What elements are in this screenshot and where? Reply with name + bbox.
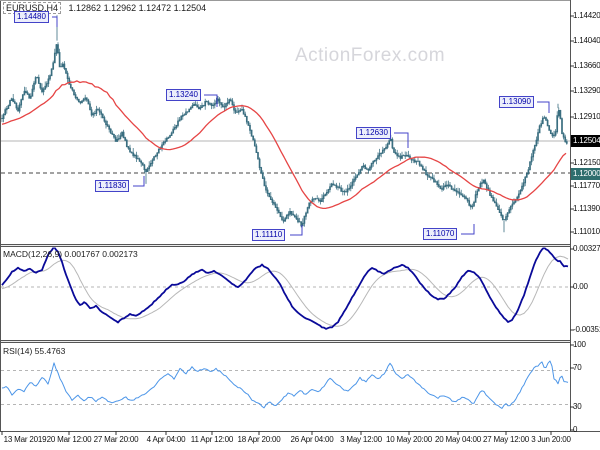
macd-main-line	[1, 247, 569, 330]
macd-axis-label: -0.003519	[573, 325, 600, 334]
panel-separator	[0, 244, 570, 247]
moving-average-line	[1, 80, 567, 210]
price-axis-label: 1.11770	[573, 181, 600, 190]
time-axis-label: 13 Mar 2019	[3, 435, 47, 444]
macd-indicator-label: MACD(12,26,9) 0.001767 0.002173	[3, 249, 138, 259]
time-axis-label: 11 Apr 12:00	[190, 435, 234, 444]
rsi-axis-label: 0	[573, 425, 578, 434]
watermark: ActionForex.com	[294, 45, 446, 66]
price-axis-label: 1.14040	[573, 36, 600, 45]
price-annotation: 1.11110	[252, 229, 286, 241]
rsi-axis-label: 30	[573, 402, 582, 411]
time-axis-label: 18 Apr 20:00	[237, 435, 281, 444]
time-axis-label: 20 May 04:00	[434, 435, 482, 444]
price-annotation: 1.12630	[356, 127, 391, 139]
macd-series	[1, 247, 569, 330]
time-axis-label: 10 May 20:00	[385, 435, 433, 444]
rsi-indicator-label: RSI(14) 55.4763	[3, 346, 66, 356]
rsi-axis-label: 100	[573, 340, 586, 349]
price-axis-label: 1.11010	[573, 227, 600, 236]
axis-ticks	[1, 15, 574, 435]
panel-borders	[0, 0, 600, 432]
price-axis-label: 1.13660	[573, 61, 600, 70]
symbol-timeframe-label: EURUSD,H4	[3, 2, 62, 14]
time-axis-label: 20 Mar 12:00	[46, 435, 92, 444]
time-axis-label: 26 Apr 04:00	[290, 435, 334, 444]
time-axis-label: 27 Mar 20:00	[93, 435, 139, 444]
annotation-connectors	[52, 16, 550, 236]
rsi-line	[1, 360, 569, 409]
chart-header: EURUSD,H4 1.12862 1.12962 1.12472 1.1250…	[3, 2, 207, 14]
macd-signal-line	[1, 255, 569, 327]
price-axis-label: 1.11390	[573, 204, 600, 213]
time-axis-label: 27 May 12:00	[482, 435, 530, 444]
price-axis-label: 1.12910	[573, 112, 600, 121]
price-annotation: 1.11830	[95, 180, 130, 192]
price-axis-label: 1.12150	[573, 158, 600, 167]
price-annotation: 1.13240	[166, 89, 201, 101]
panel-separator	[0, 340, 570, 343]
price-axis-label: 1.13290	[573, 86, 600, 95]
price-annotation: 1.14480	[14, 11, 49, 23]
level-price-tag: 1.12000	[571, 167, 600, 180]
time-axis-label: 4 Apr 04:00	[146, 435, 186, 444]
candlesticks	[1, 15, 568, 233]
macd-axis-label: 0.003278	[573, 244, 600, 253]
rsi-axis-label: 70	[573, 363, 582, 372]
price-annotation: 1.13090	[499, 96, 534, 108]
current-price-tag: 1.12504	[571, 135, 600, 148]
ohlc-values: 1.12862 1.12962 1.12472 1.12504	[68, 3, 207, 13]
time-axis-label: 3 Jun 20:00	[531, 435, 571, 444]
time-axis-label: 3 May 12:00	[340, 435, 382, 444]
macd-axis-label: 0.00	[573, 282, 588, 291]
price-annotation: 1.11070	[423, 228, 458, 240]
price-axis-label: 1.14420	[573, 11, 600, 20]
